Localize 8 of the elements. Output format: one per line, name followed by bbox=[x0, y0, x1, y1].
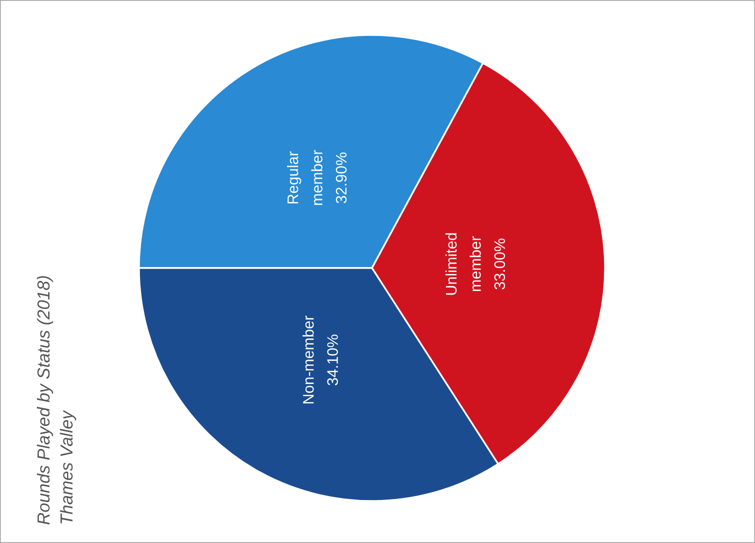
slice-label: Regular member bbox=[287, 150, 322, 205]
text: Thames Valley bbox=[60, 410, 76, 524]
data-label: 33.00% bbox=[494, 238, 506, 290]
slice-label: Unlimited member bbox=[445, 233, 481, 295]
data-label: 32.90% bbox=[336, 152, 347, 204]
text: Rounds Played by Status (2018) bbox=[36, 276, 54, 524]
data-label: 34.10% bbox=[327, 334, 338, 386]
slice-label: Non-member bbox=[302, 316, 314, 404]
